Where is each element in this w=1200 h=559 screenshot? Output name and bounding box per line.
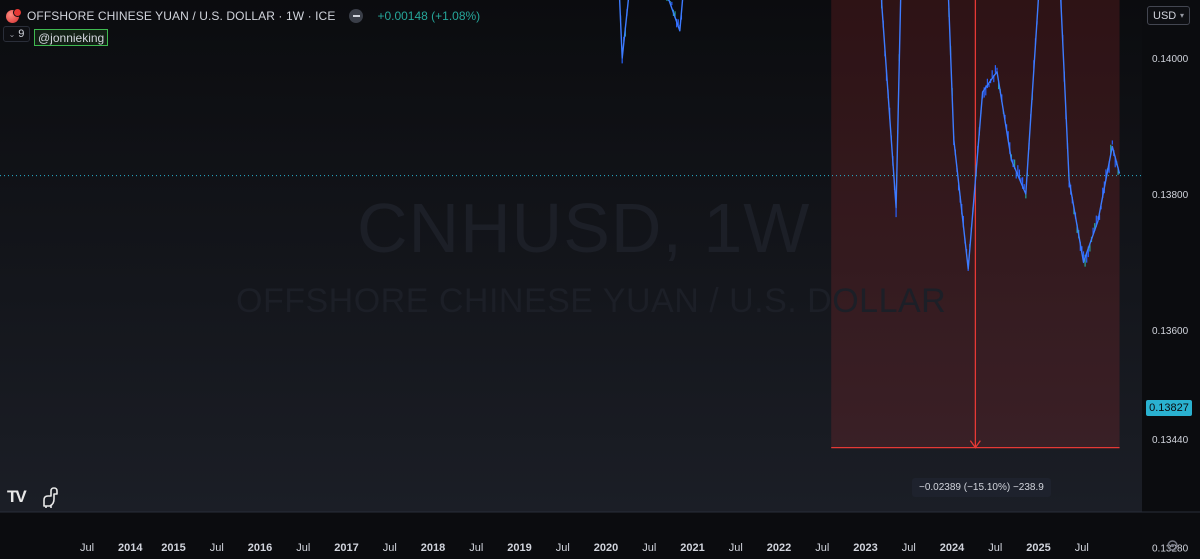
price-change: +0.00148 (+1.08%) bbox=[377, 9, 481, 23]
time-tick-label: 2023 bbox=[853, 542, 877, 554]
time-axis[interactable]: Jul 2014 2015 Jul 2016 Jul 2017 Jul 2018 Jul 2019 J… bbox=[80, 542, 1089, 554]
tradingview-logo-icon[interactable]: TV bbox=[7, 487, 27, 506]
watermark-symbol: CNHUSD, 1W bbox=[357, 189, 811, 267]
minus-icon bbox=[352, 15, 360, 17]
price-tick-label: 0.13440 bbox=[1152, 435, 1189, 446]
gear-icon[interactable] bbox=[1166, 539, 1179, 552]
time-tick-label: Jul bbox=[80, 542, 94, 554]
time-tick-label: 2017 bbox=[334, 542, 358, 554]
time-tick-label: Jul bbox=[383, 542, 397, 554]
currency-dropdown[interactable]: USD ▾ bbox=[1147, 6, 1190, 25]
dino-icon bbox=[43, 487, 58, 508]
collapse-button[interactable] bbox=[349, 9, 364, 23]
time-tick-label: Jul bbox=[902, 542, 916, 554]
time-tick-label: 2025 bbox=[1026, 542, 1050, 554]
time-tick-label: Jul bbox=[988, 542, 1002, 554]
time-tick-label: 2019 bbox=[507, 542, 531, 554]
time-tick-label: Jul bbox=[729, 542, 743, 554]
chevron-down-icon: ▾ bbox=[1179, 11, 1184, 20]
series-layer bbox=[618, 0, 1121, 271]
author-handle: @jonnieking bbox=[34, 29, 109, 46]
time-tick-label: 2021 bbox=[680, 542, 704, 554]
time-tick-label: 2024 bbox=[940, 542, 965, 554]
measure-result-label: −0.02389 (−15.10%) −238.9 bbox=[912, 478, 1051, 497]
price-axis-background bbox=[1142, 0, 1200, 559]
chart-header: OFFSHORE CHINESE YUAN / U.S. DOLLAR · 1W… bbox=[6, 7, 480, 25]
currency-label: USD bbox=[1153, 9, 1177, 22]
time-tick-label: Jul bbox=[1075, 542, 1089, 554]
time-tick-label: 2016 bbox=[248, 542, 272, 554]
indicator-count: 9 bbox=[18, 28, 25, 40]
indicator-toggle[interactable]: ⌄ 9 bbox=[3, 26, 30, 42]
time-tick-label: Jul bbox=[469, 542, 483, 554]
chevron-down-icon: ⌄ bbox=[8, 29, 16, 39]
time-tick-label: Jul bbox=[556, 542, 570, 554]
symbol-title[interactable]: OFFSHORE CHINESE YUAN / U.S. DOLLAR · 1W… bbox=[27, 9, 336, 23]
price-line-series bbox=[618, 0, 1121, 270]
time-tick-label: Jul bbox=[296, 542, 310, 554]
time-tick-label: 2014 bbox=[118, 542, 143, 554]
time-axis-background bbox=[0, 512, 1142, 559]
price-tick-label: 0.13600 bbox=[1152, 326, 1189, 337]
symbol-logo-icon bbox=[6, 7, 22, 23]
watermark-name: OFFSHORE CHINESE YUAN / U.S. DOLLAR bbox=[236, 282, 947, 320]
time-tick-label: Jul bbox=[815, 542, 829, 554]
time-tick-label: 2020 bbox=[594, 542, 618, 554]
time-tick-label: Jul bbox=[210, 542, 224, 554]
time-tick-label: Jul bbox=[642, 542, 656, 554]
time-tick-label: 2015 bbox=[161, 542, 185, 554]
price-tick-label: 0.14000 bbox=[1152, 54, 1189, 65]
current-price-tag: 0.13827 bbox=[1146, 400, 1192, 416]
time-tick-label: 2018 bbox=[421, 542, 445, 554]
price-tick-label: 0.13800 bbox=[1152, 190, 1189, 201]
measure-arrow-icon bbox=[969, 440, 981, 449]
time-tick-label: 2022 bbox=[767, 542, 791, 554]
